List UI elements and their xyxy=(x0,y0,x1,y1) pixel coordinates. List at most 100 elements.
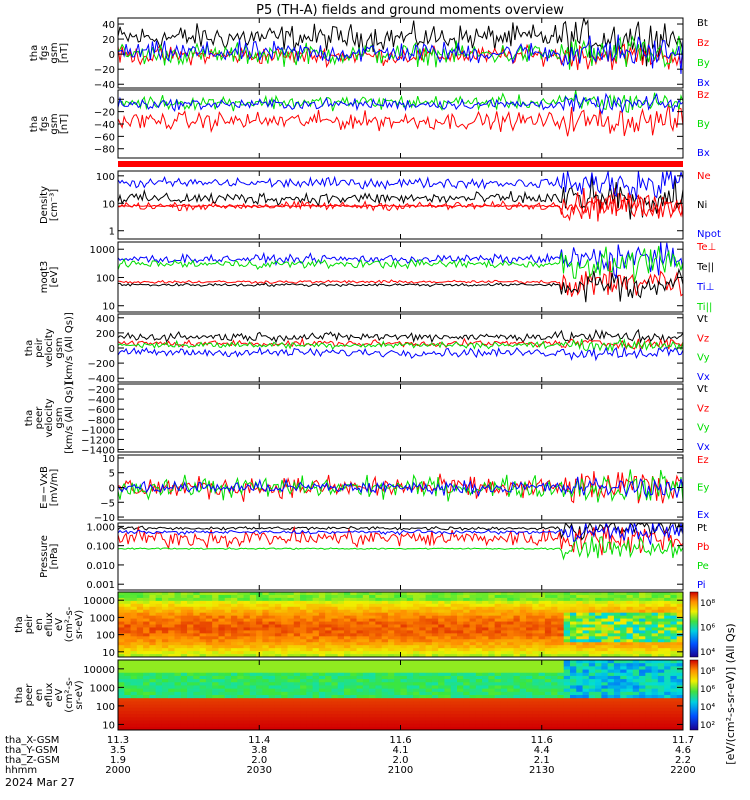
spectrogram-cell xyxy=(161,679,169,683)
spectrogram-cell xyxy=(620,695,628,699)
spectrogram-cell xyxy=(469,621,477,626)
spectrogram-cell xyxy=(613,654,621,657)
spectrogram-cell xyxy=(626,698,634,702)
spectrogram-cell xyxy=(312,642,320,646)
spectrogram-cell xyxy=(344,660,351,664)
spectrogram-cell xyxy=(664,669,672,674)
spectrogram-cell xyxy=(645,704,653,709)
spectrogram-cell xyxy=(595,600,602,605)
spectrogram-cell xyxy=(312,710,320,715)
spectrogram-cell xyxy=(168,612,176,617)
spectrogram-cell xyxy=(500,654,508,657)
spectrogram-cell xyxy=(450,639,458,643)
spectrogram-cell xyxy=(180,600,188,605)
spectrogram-cell xyxy=(344,672,351,677)
spectrogram-cell xyxy=(350,615,358,620)
spectrogram-cell xyxy=(274,695,282,699)
spectrogram-cell xyxy=(563,672,571,677)
spectrogram-cell xyxy=(394,600,402,605)
spectrogram-cell xyxy=(488,672,496,677)
spectrogram-cell xyxy=(237,688,245,693)
spectrogram-cell xyxy=(400,645,408,649)
spectrogram-cell xyxy=(664,627,672,631)
spectrogram-cell xyxy=(676,592,683,596)
spectrogram-cell xyxy=(281,609,289,614)
spectrogram-cell xyxy=(519,627,527,631)
spectrogram-cell xyxy=(406,691,414,696)
spectrogram-cell xyxy=(318,633,326,637)
spectrogram-cell xyxy=(475,717,483,722)
spectrogram-cell xyxy=(312,633,320,637)
spectrogram-cell xyxy=(118,609,125,614)
spectrogram-cell xyxy=(425,695,433,699)
x-tick-label: 11.6 xyxy=(531,735,553,746)
spectrogram-cell xyxy=(651,685,659,690)
spectrogram-cell xyxy=(613,645,621,649)
spectrogram-cell xyxy=(312,698,320,702)
spectrogram-cell xyxy=(475,597,483,602)
spectrogram-cell xyxy=(187,594,194,599)
spectrogram-cell xyxy=(180,691,188,696)
spectrogram-cell xyxy=(532,624,540,629)
spectrogram-cell xyxy=(161,618,169,623)
spectrogram-cell xyxy=(607,645,615,649)
spectrogram-cell xyxy=(551,654,559,657)
spectrogram-cell xyxy=(268,592,276,596)
spectrogram-cell xyxy=(187,627,194,631)
spectrogram-cell xyxy=(256,720,263,725)
spectrogram-cell xyxy=(312,666,320,671)
spectrogram-cell xyxy=(469,630,477,634)
spectrogram-cell xyxy=(318,688,326,693)
spectrogram-cell xyxy=(413,642,420,646)
spectrogram-cell xyxy=(130,594,138,599)
spectrogram-cell xyxy=(212,701,220,706)
spectrogram-cell xyxy=(381,666,389,671)
y-tick-label: −10 xyxy=(94,513,115,524)
y-axis-label: (cm²-s- xyxy=(64,677,75,713)
spectrogram-cell xyxy=(387,645,395,649)
spectrogram-cell xyxy=(670,648,678,652)
spectrogram-cell xyxy=(620,624,628,629)
spectrogram-cell xyxy=(406,663,414,667)
spectrogram-cell xyxy=(356,594,364,599)
spectrogram-cell xyxy=(274,710,282,715)
spectrogram-cell xyxy=(381,618,389,623)
spectrogram-cell xyxy=(262,688,270,693)
spectrogram-cell xyxy=(639,592,646,596)
spectrogram-cell xyxy=(293,603,301,608)
spectrogram-cell xyxy=(620,606,628,611)
spectrogram-cell xyxy=(570,685,577,690)
spectrogram-cell xyxy=(488,682,496,687)
spectrogram-cell xyxy=(519,642,527,646)
spectrogram-cell xyxy=(337,621,345,626)
spectrogram-cell xyxy=(249,710,257,715)
x-tick-label: 2130 xyxy=(529,765,554,776)
spectrogram-cell xyxy=(369,600,376,605)
spectrogram-cell xyxy=(645,645,653,649)
x-row-label: tha_X-GSM xyxy=(5,735,59,746)
spectrogram-cell xyxy=(657,691,665,696)
spectrogram-cell xyxy=(205,633,213,637)
spectrogram-cell xyxy=(431,717,439,722)
spectrogram-cell xyxy=(212,666,220,671)
spectrogram-cell xyxy=(199,639,207,643)
spectrogram-cell xyxy=(607,648,615,652)
spectrogram-cell xyxy=(457,698,464,702)
spectrogram-cell xyxy=(632,654,640,657)
spectrogram-cell xyxy=(475,723,483,728)
spectrogram-cell xyxy=(281,606,289,611)
spectrogram-cell xyxy=(394,666,402,671)
spectrogram-cell xyxy=(243,612,251,617)
spectrogram-cell xyxy=(507,704,515,709)
spectrogram-cell xyxy=(143,600,150,605)
spectrogram-cell xyxy=(243,639,251,643)
spectrogram-cell xyxy=(645,633,653,637)
spectrogram-cell xyxy=(400,710,408,715)
spectrogram-cell xyxy=(118,621,125,626)
spectrogram-cell xyxy=(613,717,621,722)
spectrogram-cell xyxy=(538,609,546,614)
spectrogram-cell xyxy=(507,597,515,602)
y-tick-label: 0.010 xyxy=(86,561,115,572)
spectrogram-cell xyxy=(457,612,464,617)
spectrogram-cell xyxy=(300,701,307,706)
